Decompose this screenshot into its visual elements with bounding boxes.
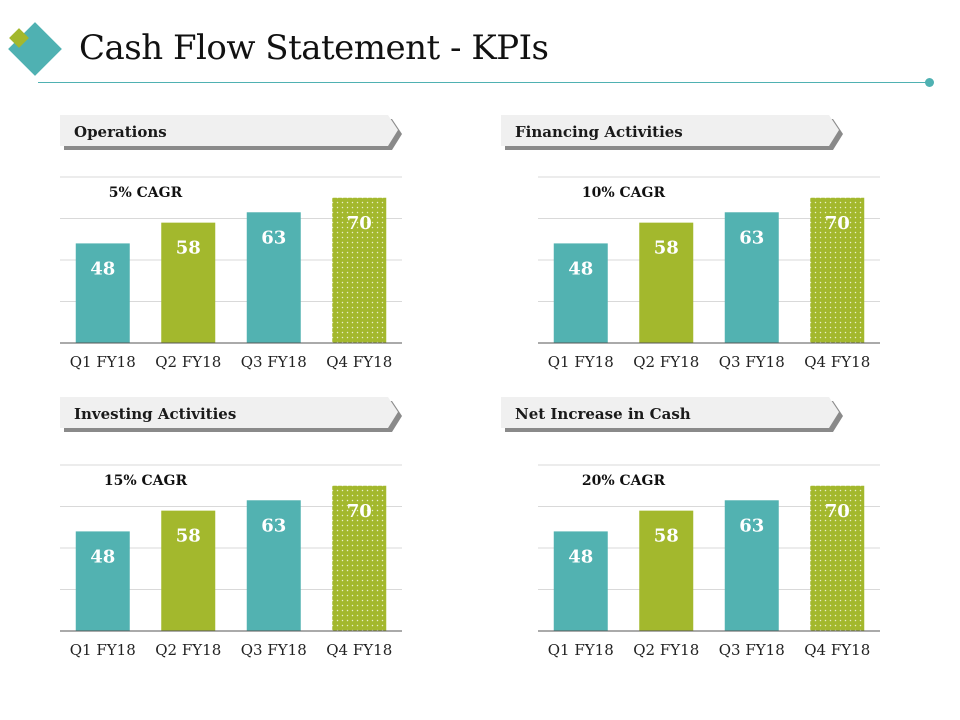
x-tick-label: Q2 FY18 (155, 353, 221, 371)
bar-q2-fy18 (639, 222, 694, 343)
data-label: 63 (261, 227, 286, 248)
x-tick-label: Q4 FY18 (804, 353, 870, 371)
data-label: 48 (90, 258, 115, 279)
x-tick-label: Q1 FY18 (70, 353, 136, 371)
x-tick-label: Q2 FY18 (155, 641, 221, 659)
x-tick-label: Q1 FY18 (70, 641, 136, 659)
data-label: 58 (176, 238, 201, 259)
bar-q4-fy18 (332, 485, 387, 631)
bar-q1-fy18 (553, 531, 608, 631)
chart-title: 15% CAGR (104, 473, 188, 489)
bar-q3-fy18 (246, 212, 301, 343)
x-tick-label: Q3 FY18 (241, 353, 307, 371)
data-label: 58 (654, 238, 679, 259)
data-label: 58 (654, 526, 679, 547)
x-tick-label: Q1 FY18 (548, 641, 614, 659)
data-label: 63 (261, 515, 286, 536)
data-label: 48 (90, 546, 115, 567)
bar-q3-fy18 (724, 212, 779, 343)
bar-q1-fy18 (75, 531, 130, 631)
panel-title: Net Increase in Cash (515, 405, 691, 423)
panel-header: Investing Activities (60, 397, 402, 435)
panel-header: Operations (60, 115, 402, 153)
x-tick-label: Q3 FY18 (719, 641, 785, 659)
bar-chart: 48 Q1 FY18 58 Q2 FY18 63 Q3 FY18 70 Q4 FY18 20% … (538, 464, 880, 659)
data-label: 58 (176, 526, 201, 547)
x-tick-label: Q4 FY18 (326, 353, 392, 371)
bar-q4-fy18 (810, 485, 865, 631)
data-label: 63 (739, 515, 764, 536)
x-tick-label: Q3 FY18 (719, 353, 785, 371)
logo-teal-diamond (8, 22, 62, 76)
diamond-logo-icon (8, 22, 62, 76)
kpi-panel-operations: Operations 48 Q1 FY18 58 Q2 FY18 63 Q3 FY18 70… (60, 115, 410, 405)
bar-chart: 48 Q1 FY18 58 Q2 FY18 63 Q3 FY18 70 Q4 FY18 5% C… (60, 176, 402, 371)
chart-title: 10% CAGR (582, 185, 666, 201)
page-title: Cash Flow Statement - KPIs (79, 28, 549, 68)
bar-q4-fy18 (810, 197, 865, 343)
panel-header-ribbon (501, 397, 843, 432)
panel-title: Investing Activities (74, 405, 237, 423)
data-label: 70 (347, 213, 372, 234)
kpi-panel-investing: Investing Activities 48 Q1 FY18 58 Q2 FY18 6… (60, 397, 410, 687)
x-tick-label: Q4 FY18 (326, 641, 392, 659)
bar-q2-fy18 (639, 510, 694, 631)
x-tick-label: Q4 FY18 (804, 641, 870, 659)
bar-q1-fy18 (553, 243, 608, 343)
kpi-panel-net-increase: Net Increase in Cash 48 Q1 FY18 58 Q2 FY18 6… (501, 397, 880, 687)
bar-q3-fy18 (246, 500, 301, 631)
x-tick-label: Q3 FY18 (241, 641, 307, 659)
data-label: 70 (347, 501, 372, 522)
chart-title: 5% CAGR (109, 185, 183, 201)
data-label: 48 (568, 546, 593, 567)
bar-chart: 48 Q1 FY18 58 Q2 FY18 63 Q3 FY18 70 Q4 FY18 15% … (60, 464, 402, 659)
bar-q2-fy18 (161, 222, 216, 343)
panel-title: Operations (74, 123, 167, 141)
chart-title: 20% CAGR (582, 473, 666, 489)
panel-header-ribbon (501, 115, 843, 150)
bar-q1-fy18 (75, 243, 130, 343)
panel-title: Financing Activities (515, 123, 683, 141)
data-label: 48 (568, 258, 593, 279)
bar-q2-fy18 (161, 510, 216, 631)
x-tick-label: Q1 FY18 (548, 353, 614, 371)
data-label: 63 (739, 227, 764, 248)
bar-q4-fy18 (332, 197, 387, 343)
bar-chart: 48 Q1 FY18 58 Q2 FY18 63 Q3 FY18 70 Q4 FY18 10% … (538, 176, 880, 371)
data-label: 70 (825, 213, 850, 234)
bar-q3-fy18 (724, 500, 779, 631)
data-label: 70 (825, 501, 850, 522)
x-tick-label: Q2 FY18 (633, 353, 699, 371)
panel-header-ribbon (60, 115, 402, 150)
title-underline (38, 82, 928, 83)
panel-header: Net Increase in Cash (501, 397, 843, 435)
title-underline-dot (925, 78, 934, 87)
kpi-panel-financing: Financing Activities 48 Q1 FY18 58 Q2 FY18 6… (501, 115, 880, 405)
x-tick-label: Q2 FY18 (633, 641, 699, 659)
panel-header-ribbon (60, 397, 402, 432)
panel-header: Financing Activities (501, 115, 843, 153)
